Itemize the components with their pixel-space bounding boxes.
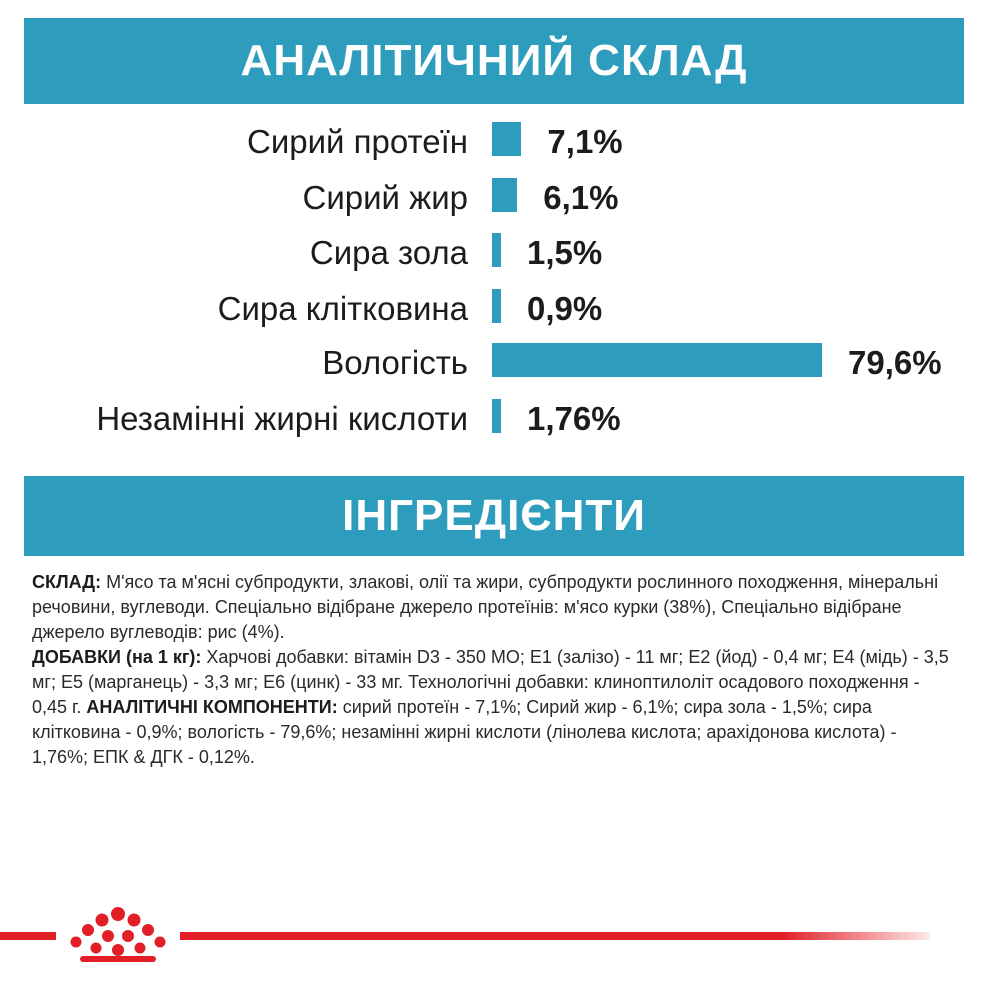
- ingredients-title: ІНГРЕДІЄНТИ: [342, 491, 646, 540]
- additives-text: Харчові добавки: вітамін D3 - 350 МО; Е1…: [32, 647, 949, 717]
- nutrient-row: Вологість 79,6%: [0, 335, 1000, 391]
- analytical-components-text: сирий протеїн - 7,1%; Сирий жир - 6,1%; …: [32, 697, 897, 767]
- nutrient-bar: [492, 289, 501, 323]
- nutrient-label: Сира клітковина: [217, 290, 468, 327]
- additives-label: ДОБАВКИ (на 1 кг):: [32, 647, 202, 667]
- nutrient-bar: [492, 178, 518, 212]
- nutrient-label: Сирий протеїн: [247, 123, 468, 160]
- nutrient-bar: [492, 233, 501, 267]
- composition-label: СКЛАД:: [32, 572, 102, 592]
- nutrient-row: Сира зола 1,5%: [0, 225, 1000, 281]
- ingredients-title-banner: ІНГРЕДІЄНТИ: [24, 476, 964, 556]
- nutrient-row: Незамінні жирні кислоти 1,76%: [0, 391, 1000, 447]
- nutrient-row: Сира клітковина 0,9%: [0, 281, 1000, 337]
- analysis-title: АНАЛІТИЧНИЙ СКЛАД: [240, 36, 748, 85]
- royal-canin-crown-icon: [70, 907, 166, 962]
- nutrient-value: 7,1%: [547, 123, 623, 160]
- nutrient-bar: [492, 122, 522, 156]
- nutrient-row: Сирий жир 6,1%: [0, 170, 1000, 226]
- nutrient-row: Сирий протеїн 7,1%: [0, 114, 1000, 170]
- nutrient-label: Вологість: [322, 344, 468, 381]
- nutrient-bar: [492, 343, 822, 377]
- nutrient-label: Сира зола: [309, 234, 468, 271]
- nutrient-value: 1,5%: [527, 234, 603, 271]
- footer-red-line-right: [180, 932, 930, 940]
- analysis-title-banner: АНАЛІТИЧНИЙ СКЛАД: [24, 18, 964, 104]
- footer-red-line-left: [0, 932, 56, 940]
- nutrient-value: 0,9%: [527, 290, 603, 327]
- nutrient-value: 6,1%: [543, 179, 619, 216]
- analytical-components-label: АНАЛІТИЧНІ КОМПОНЕНТИ:: [86, 697, 338, 717]
- nutrient-label: Сирий жир: [302, 179, 468, 216]
- nutrient-label: Незамінні жирні кислоти: [96, 400, 468, 437]
- nutrient-value: 1,76%: [527, 400, 621, 437]
- ingredients-text: СКЛАД: М'ясо та м'ясні субпродукти, злак…: [32, 570, 952, 770]
- nutrient-value: 79,6%: [848, 344, 942, 381]
- nutrient-bar: [492, 399, 501, 433]
- composition-text: М'ясо та м'ясні субпродукти, злакові, ол…: [32, 572, 939, 642]
